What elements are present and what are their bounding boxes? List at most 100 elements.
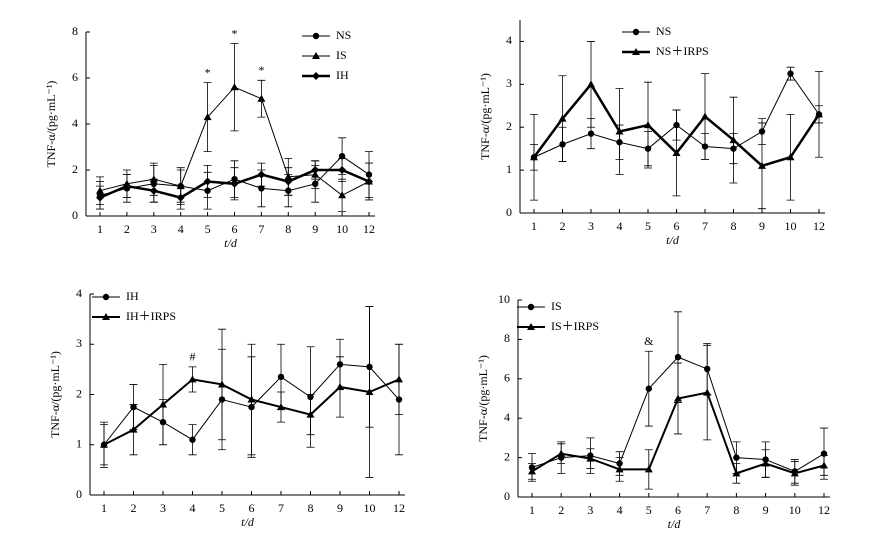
x-tick-label: 8 (285, 222, 291, 236)
marker (176, 193, 185, 202)
marker (338, 166, 347, 174)
x-tick-label: 7 (278, 501, 284, 515)
x-tick-label: 5 (219, 501, 225, 515)
marker (149, 186, 158, 195)
y-axis-label: TNF-α/(pg·mL⁻¹) (48, 351, 62, 438)
marker (176, 182, 185, 190)
y-tick-label: 2 (72, 162, 78, 176)
y-axis-label: TNF-α/(pg·mL⁻¹) (478, 73, 492, 160)
y-tick-label: 2 (504, 449, 510, 463)
y-tick-label: 2 (76, 386, 82, 400)
marker (644, 121, 652, 129)
marker (674, 394, 682, 402)
marker (527, 303, 535, 311)
marker (761, 459, 770, 467)
marker (790, 469, 799, 477)
legend-label: IS (336, 48, 347, 62)
y-tick-label: 3 (76, 336, 82, 350)
x-tick-label: 10 (336, 222, 348, 236)
x-tick-label: 6 (674, 219, 680, 233)
x-tick-label: 2 (124, 222, 130, 236)
y-axis-label: TNF-α/(pg·mL⁻¹) (44, 81, 58, 168)
marker (306, 410, 315, 418)
x-tick-label: 10 (364, 501, 376, 515)
x-tick-label: 4 (617, 503, 623, 517)
marker (149, 175, 158, 183)
y-tick-label: 10 (498, 292, 510, 306)
x-tick-label: 3 (587, 503, 593, 517)
x-tick-label: 8 (308, 501, 314, 515)
marker (615, 465, 624, 473)
marker (188, 375, 197, 383)
series (100, 306, 403, 478)
marker (786, 153, 795, 161)
marker (312, 72, 320, 80)
annotation: * (205, 65, 211, 79)
x-tick-label: 7 (258, 222, 264, 236)
marker (203, 113, 212, 121)
marker (732, 469, 741, 477)
annotation: # (190, 350, 196, 364)
marker (587, 80, 595, 88)
marker (703, 388, 712, 396)
x-axis-label: t/d (668, 517, 682, 531)
y-tick-label: 2 (506, 119, 512, 133)
marker (820, 461, 828, 469)
marker (257, 94, 266, 102)
x-tick-label: 2 (131, 501, 137, 515)
x-tick-label: 1 (531, 219, 537, 233)
x-tick-label: 10 (789, 503, 801, 517)
marker (311, 166, 320, 174)
x-tick-label: 4 (190, 501, 196, 515)
x-tick-label: 12 (393, 501, 405, 515)
y-tick-label: 6 (504, 371, 510, 385)
x-tick-label: 7 (702, 219, 708, 233)
marker (729, 136, 738, 144)
series (528, 344, 828, 490)
x-axis-label: t/d (241, 515, 255, 529)
x-tick-label: 1 (529, 503, 535, 517)
marker (586, 454, 595, 462)
marker (129, 425, 138, 433)
x-axis-label: t/d (666, 233, 680, 247)
x-tick-label: 8 (731, 219, 737, 233)
marker (102, 293, 110, 301)
x-tick-label: 9 (763, 503, 769, 517)
legend-label: NS (336, 28, 351, 42)
marker (230, 179, 239, 188)
marker (615, 127, 624, 135)
annotation: * (258, 63, 264, 77)
marker (557, 449, 566, 457)
annotation: * (232, 26, 238, 40)
y-tick-label: 0 (506, 205, 512, 219)
x-tick-label: 9 (759, 219, 765, 233)
marker (701, 112, 709, 120)
x-tick-label: 10 (785, 219, 797, 233)
marker (395, 375, 403, 383)
x-tick-label: 3 (588, 219, 594, 233)
x-tick-label: 5 (205, 222, 211, 236)
legend-label: IS (551, 299, 562, 313)
x-tick-label: 12 (363, 222, 375, 236)
legend-label: IH (336, 68, 349, 82)
x-tick-label: 6 (675, 503, 681, 517)
y-tick-label: 4 (72, 116, 78, 130)
marker (122, 182, 131, 191)
marker (277, 373, 285, 381)
x-tick-label: 4 (617, 219, 623, 233)
legend-label: IH (126, 289, 139, 303)
marker (645, 385, 652, 392)
marker (758, 161, 766, 169)
legend-label: NS＋IRPS (656, 44, 709, 58)
marker (336, 382, 344, 390)
x-tick-label: 2 (560, 219, 566, 233)
y-tick-label: 0 (72, 208, 78, 222)
y-axis-label: TNF-α/(pg·mL⁻¹) (476, 355, 490, 442)
x-tick-label: 5 (646, 503, 652, 517)
y-tick-label: 6 (72, 70, 78, 84)
marker (674, 353, 682, 361)
x-tick-label: 3 (160, 501, 166, 515)
x-tick-label: 8 (733, 503, 739, 517)
marker (632, 48, 640, 55)
marker (312, 32, 320, 40)
